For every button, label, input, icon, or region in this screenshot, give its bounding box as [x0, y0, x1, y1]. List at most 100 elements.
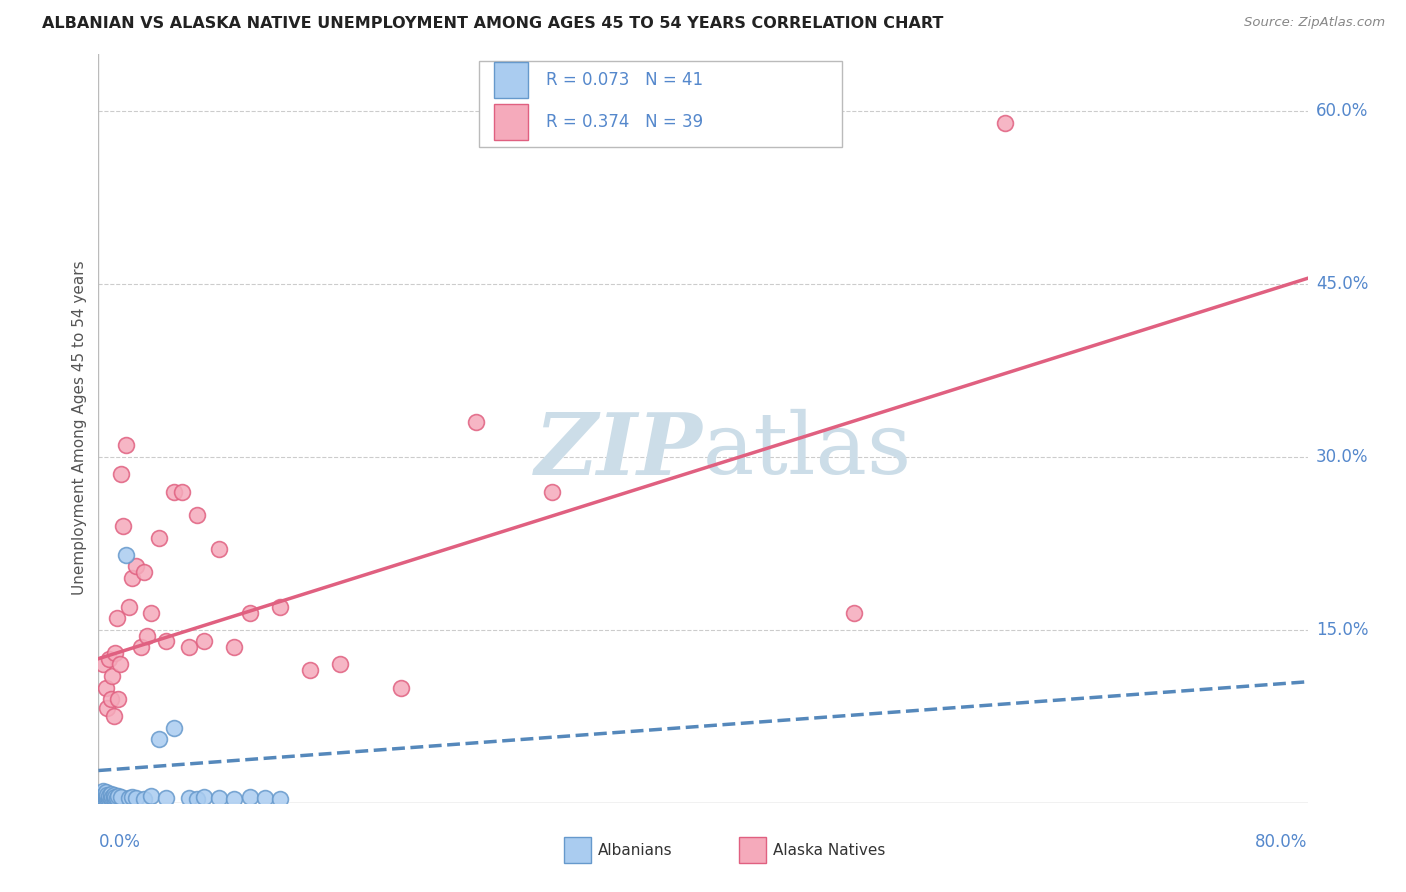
Text: 60.0%: 60.0% [1316, 103, 1368, 120]
Point [389, 681, 412, 695]
Point [98, 789, 121, 803]
Point [148, 732, 170, 747]
Point [179, 640, 201, 655]
Point [103, 709, 125, 723]
Point [132, 566, 155, 580]
Point [91, 789, 114, 803]
Point [114, 548, 136, 562]
Point [141, 789, 163, 803]
Point [208, 791, 231, 805]
Point [96, 701, 118, 715]
Point [135, 629, 157, 643]
Point [98, 792, 121, 806]
Point [193, 634, 215, 648]
Point [110, 790, 132, 805]
Point [93, 788, 115, 802]
Point [121, 790, 143, 805]
Point [105, 611, 128, 625]
Point [269, 599, 291, 614]
Text: R = 0.374   N = 39: R = 0.374 N = 39 [546, 113, 703, 131]
Point [100, 692, 122, 706]
Point [100, 791, 122, 805]
Point [179, 791, 201, 805]
Point [100, 787, 122, 801]
Point [104, 790, 127, 805]
Point [125, 791, 148, 805]
Y-axis label: Unemployment Among Ages 45 to 54 years: Unemployment Among Ages 45 to 54 years [72, 260, 87, 596]
Point [91, 792, 114, 806]
Point [269, 792, 291, 806]
Point [224, 792, 246, 806]
Point [91, 657, 114, 672]
Point [111, 519, 134, 533]
Point [148, 531, 170, 545]
Point [224, 640, 246, 655]
Text: Albanians: Albanians [598, 843, 672, 857]
Point [103, 788, 125, 802]
Bar [564, 837, 591, 863]
Text: Alaska Natives: Alaska Natives [773, 843, 886, 857]
Point [155, 791, 177, 805]
Point [994, 116, 1017, 130]
Point [104, 646, 127, 660]
Text: atlas: atlas [703, 409, 912, 492]
Text: ALBANIAN VS ALASKA NATIVE UNEMPLOYMENT AMONG AGES 45 TO 54 YEARS CORRELATION CHA: ALBANIAN VS ALASKA NATIVE UNEMPLOYMENT A… [42, 16, 943, 31]
Text: ZIP: ZIP [536, 409, 703, 492]
Bar [494, 62, 527, 98]
Point [90, 787, 112, 801]
Point [90, 791, 112, 805]
Point [96, 791, 118, 805]
Point [239, 606, 262, 620]
Text: 15.0%: 15.0% [1316, 621, 1368, 639]
Point [107, 692, 129, 706]
Point [103, 791, 125, 805]
Point [155, 634, 177, 648]
Bar [740, 837, 766, 863]
Text: Source: ZipAtlas.com: Source: ZipAtlas.com [1244, 16, 1385, 29]
Point [253, 791, 276, 805]
Point [110, 467, 132, 482]
Point [239, 790, 262, 805]
Point [114, 438, 136, 452]
Point [329, 657, 352, 672]
Text: 45.0%: 45.0% [1316, 275, 1368, 293]
Point [107, 789, 129, 803]
Text: 0.0%: 0.0% [98, 833, 141, 851]
Point [96, 788, 118, 802]
Point [105, 791, 128, 805]
Point [101, 669, 124, 683]
FancyBboxPatch shape [479, 61, 842, 147]
Point [101, 790, 124, 805]
Bar [494, 104, 527, 140]
Text: 30.0%: 30.0% [1316, 448, 1368, 466]
Point [129, 640, 152, 655]
Point [299, 663, 322, 677]
Point [94, 681, 117, 695]
Point [208, 542, 231, 557]
Text: 80.0%: 80.0% [1256, 833, 1308, 851]
Text: R = 0.073   N = 41: R = 0.073 N = 41 [546, 71, 703, 89]
Point [193, 790, 215, 805]
Point [186, 792, 208, 806]
Point [170, 484, 193, 499]
Point [118, 791, 141, 805]
Point [465, 416, 488, 430]
Point [141, 606, 163, 620]
Point [89, 790, 111, 805]
Point [118, 599, 141, 614]
Point [98, 651, 121, 665]
Point [94, 792, 117, 806]
Point [163, 484, 186, 499]
Point [108, 657, 131, 672]
Point [94, 789, 117, 803]
Point [132, 792, 155, 806]
Point [540, 484, 562, 499]
Point [93, 791, 115, 805]
Point [844, 606, 866, 620]
Point [91, 784, 114, 798]
Point [121, 571, 143, 585]
Point [125, 559, 148, 574]
Point [186, 508, 208, 522]
Point [163, 721, 186, 735]
Point [94, 785, 117, 799]
